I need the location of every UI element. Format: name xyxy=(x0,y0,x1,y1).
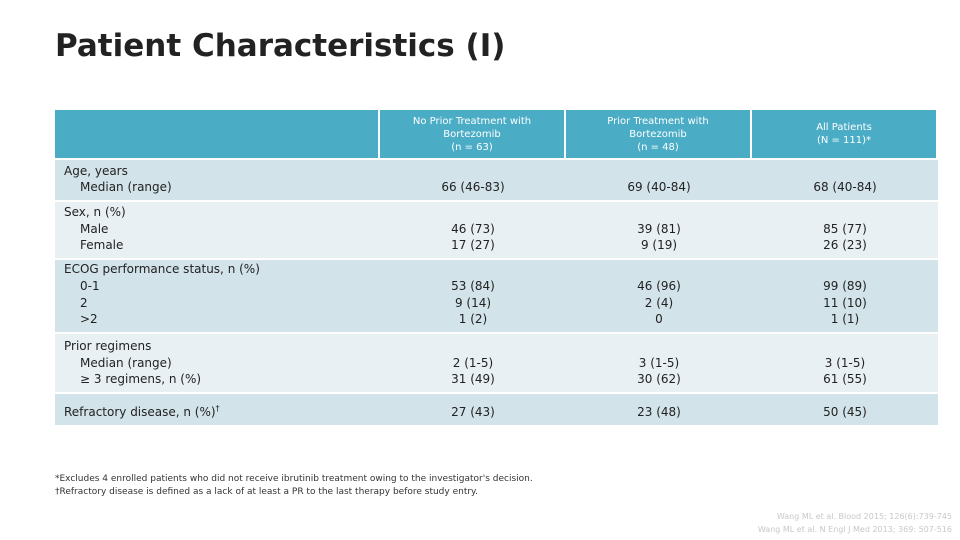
header-line: (N = 111)* xyxy=(816,135,872,146)
table-cell: 50 (45) xyxy=(752,394,938,425)
cell-line: 3 (1-5) xyxy=(638,355,680,370)
cell-line: 2 (1-5) xyxy=(452,355,494,370)
cell-line: 31 (49) xyxy=(451,372,495,387)
table-cell: 85 (77) 26 (23) xyxy=(752,202,938,258)
cell-line: 9 (19) xyxy=(640,238,678,253)
table-cell: 46 (73) 17 (27) xyxy=(380,202,566,258)
table-cell: 69 (40-84) xyxy=(566,160,752,200)
table-row: Sex, n (%) Male Female 46 (73) 17 (27) 39 (81… xyxy=(55,202,938,258)
table-cell: 68 (40-84) xyxy=(752,160,938,200)
header-line: (n = 63) xyxy=(451,141,493,153)
table-row: Prior regimens Median (range) ≥ 3 regimens… xyxy=(55,334,938,392)
cell-line: 2 (4) xyxy=(644,295,674,310)
cell-line: 69 (40-84) xyxy=(627,180,691,195)
table-cell: 27 (43) xyxy=(380,394,566,425)
label-line: Refractory disease, n (%)† xyxy=(64,404,220,420)
citation: Wang ML et al. N Engl J Med 2013; 369: 5… xyxy=(757,525,952,534)
row-label: Age, years Median (range) xyxy=(64,160,384,200)
label-line: Sex, n (%) xyxy=(64,204,126,219)
footnote: †Refractory disease is defined as a lack… xyxy=(55,487,478,497)
label-line: Prior regimens xyxy=(64,338,152,353)
cell-line: 11 (10) xyxy=(823,295,867,310)
cell-line: 0 xyxy=(655,312,663,327)
row-label: ECOG performance status, n (%) 0-1 2 >2 xyxy=(64,260,384,332)
row-label: Refractory disease, n (%)† xyxy=(64,394,384,425)
label-line: Male xyxy=(80,221,109,236)
table-row: ECOG performance status, n (%) 0-1 2 >2 53 (… xyxy=(55,260,938,332)
label-line: Median (range) xyxy=(80,180,172,195)
cell-line: 50 (45) xyxy=(823,405,867,420)
cell-line: 26 (23) xyxy=(823,238,867,253)
cell-line: 85 (77) xyxy=(823,221,867,236)
row-label: Prior regimens Median (range) ≥ 3 regimens… xyxy=(64,334,384,392)
cell-line: 17 (27) xyxy=(451,238,495,253)
header-line: Bortezomib xyxy=(629,128,687,140)
footnote: *Excludes 4 enrolled patients who did no… xyxy=(55,474,533,484)
row-label: Sex, n (%) Male Female xyxy=(64,202,384,258)
cell-line: 66 (46-83) xyxy=(441,180,505,195)
cell-line: 9 (14) xyxy=(454,295,492,310)
label-line: ≥ 3 regimens, n (%) xyxy=(80,372,202,387)
table-cell: 46 (96) 2 (4) 0 xyxy=(566,260,752,332)
cell-line: 99 (89) xyxy=(823,278,867,293)
table-cell: 2 (1-5) 31 (49) xyxy=(380,334,566,392)
header-cell xyxy=(55,110,378,158)
cell-line: 68 (40-84) xyxy=(813,180,877,195)
cell-line: 1 (2) xyxy=(458,312,488,327)
header-cell: No Prior Treatment with Bortezomib (n = 63… xyxy=(380,110,564,158)
cell-line: 61 (55) xyxy=(823,372,867,387)
label-line: Median (range) xyxy=(80,355,172,370)
cell-line: 27 (43) xyxy=(451,405,495,420)
cell-line: 23 (48) xyxy=(637,405,681,420)
cell-line: 39 (81) xyxy=(637,221,681,236)
table-cell: 66 (46-83) xyxy=(380,160,566,200)
table-cell: 3 (1-5) 30 (62) xyxy=(566,334,752,392)
table-cell: 53 (84) 9 (14) 1 (2) xyxy=(380,260,566,332)
cell-line: 3 (1-5) xyxy=(824,355,866,370)
table-cell: 23 (48) xyxy=(566,394,752,425)
header-line: All Patients xyxy=(816,122,872,133)
label-line: Female xyxy=(80,238,124,253)
table-row: Age, years Median (range) 66 (46-83) 69 (40… xyxy=(55,160,938,200)
cell-line: 46 (96) xyxy=(637,278,681,293)
header-cell: Prior Treatment with Bortezomib (n = 48) xyxy=(566,110,750,158)
superscript: † xyxy=(215,404,220,414)
label-line: >2 xyxy=(80,312,98,327)
header-line: No Prior Treatment with xyxy=(412,115,532,127)
table-cell: 39 (81) 9 (19) xyxy=(566,202,752,258)
label-line: 2 xyxy=(80,295,88,310)
citation: Wang ML et al. Blood 2015; 126(6):739-74… xyxy=(776,512,952,521)
table-row: Refractory disease, n (%)† 27 (43) 23 (48)… xyxy=(55,394,938,425)
label-line: ECOG performance status, n (%) xyxy=(64,262,260,277)
cell-line: 30 (62) xyxy=(637,372,681,387)
cell-line: 53 (84) xyxy=(451,278,495,293)
cell-line: 46 (73) xyxy=(451,221,495,236)
label-line: Age, years xyxy=(64,163,128,178)
header-line: Bortezomib xyxy=(443,128,501,140)
header-line: Prior Treatment with xyxy=(607,115,709,127)
title: Patient Characteristics (I) xyxy=(55,28,506,64)
label-line: 0-1 xyxy=(80,278,100,293)
table-cell: 99 (89) 11 (10) 1 (1) xyxy=(752,260,938,332)
table-cell: 3 (1-5) 61 (55) xyxy=(752,334,938,392)
header-cell: All Patients (N = 111)* xyxy=(752,110,936,158)
cell-line: 1 (1) xyxy=(830,312,860,327)
header-line: (n = 48) xyxy=(637,141,679,153)
